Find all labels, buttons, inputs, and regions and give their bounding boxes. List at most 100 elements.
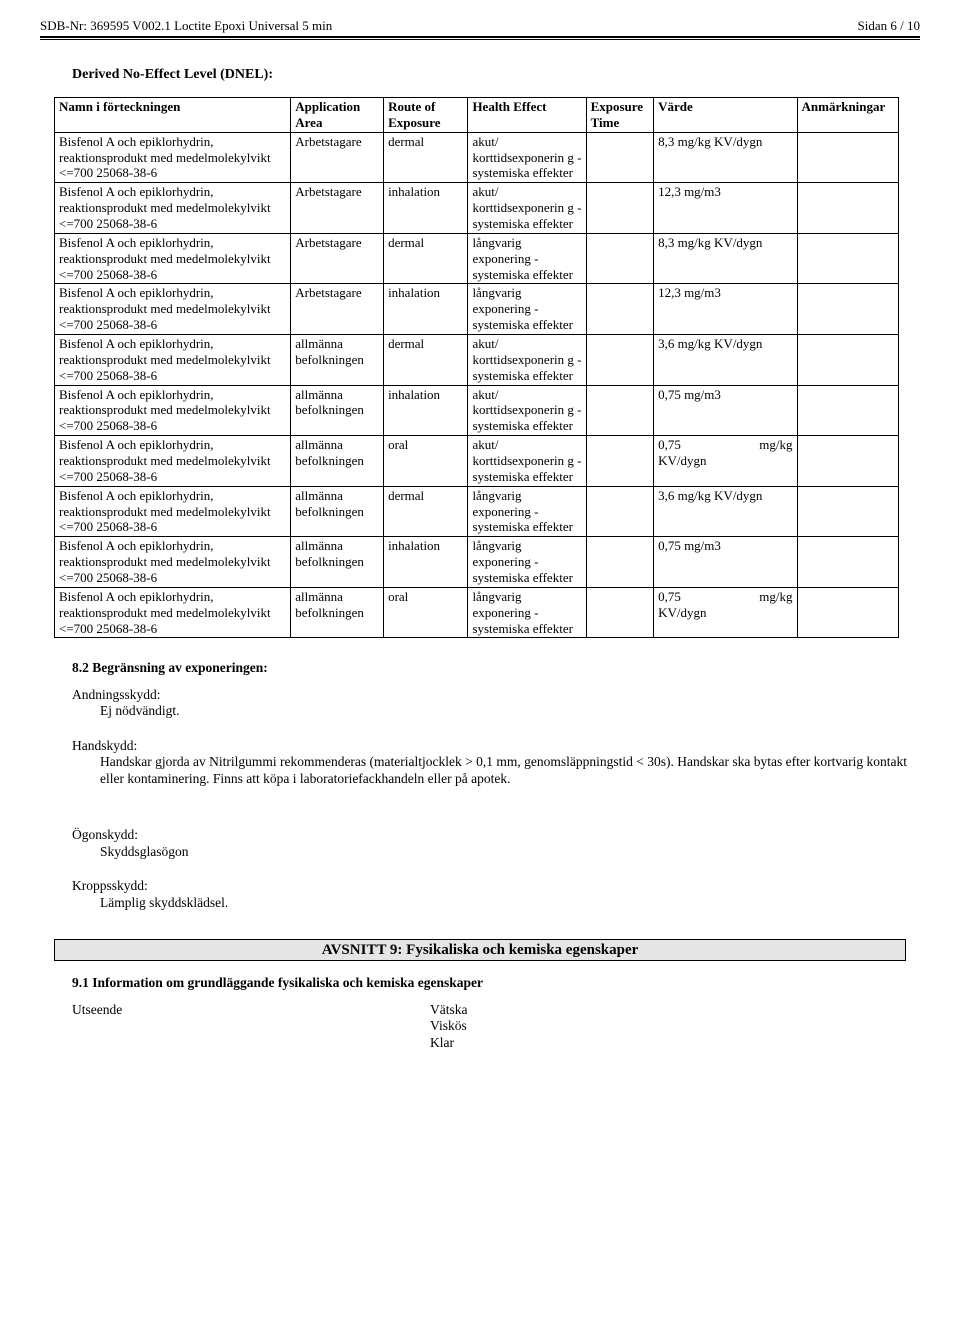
header-right: Sidan 6 / 10 [858,18,920,34]
appearance-val: Vätska [430,1002,920,1018]
table-cell: akut/ korttidsexponerin g - systemiska e… [468,183,586,234]
col-application: Application Area [291,97,384,132]
table-cell [586,537,654,588]
table-cell [586,587,654,638]
table-cell: 0,75mg/kgKV/dygn [654,436,797,487]
section9-bar: AVSNITT 9: Fysikaliska och kemiska egens… [54,939,906,961]
table-cell: Bisfenol A och epiklorhydrin, reaktionsp… [55,334,291,385]
col-effect: Health Effect [468,97,586,132]
table-cell [797,233,898,284]
table-cell [797,587,898,638]
table-cell: akut/ korttidsexponerin g - systemiska e… [468,132,586,183]
appearance-val: Viskös [430,1018,920,1034]
col-time: Exposure Time [586,97,654,132]
table-cell: 12,3 mg/m3 [654,183,797,234]
table-cell [797,436,898,487]
table-cell: långvarig exponering - systemiska effekt… [468,284,586,335]
table-cell: Bisfenol A och epiklorhydrin, reaktionsp… [55,233,291,284]
col-value: Värde [654,97,797,132]
col-route: Route of Exposure [384,97,468,132]
table-cell [797,183,898,234]
table-cell: Arbetstagare [291,233,384,284]
table-cell [586,183,654,234]
table-cell: inhalation [384,385,468,436]
table-cell: dermal [384,233,468,284]
appearance-label: Utseende [40,1002,430,1051]
table-cell [586,436,654,487]
table-cell: inhalation [384,537,468,588]
table-cell: allmänna befolkningen [291,385,384,436]
table-row: Bisfenol A och epiklorhydrin, reaktionsp… [55,486,899,537]
table-cell: Arbetstagare [291,284,384,335]
header-divider [40,36,920,40]
table-cell: Bisfenol A och epiklorhydrin, reaktionsp… [55,183,291,234]
table-cell: Bisfenol A och epiklorhydrin, reaktionsp… [55,284,291,335]
table-cell: 8,3 mg/kg KV/dygn [654,233,797,284]
col-namn: Namn i förteckningen [55,97,291,132]
eye-label: Ögonskydd: [72,827,920,843]
body-body: Lämplig skyddsklädsel. [100,895,920,911]
table-cell [586,334,654,385]
table-cell: 3,6 mg/kg KV/dygn [654,486,797,537]
table-row: Bisfenol A och epiklorhydrin, reaktionsp… [55,436,899,487]
table-cell: långvarig exponering - systemiska effekt… [468,537,586,588]
table-row: Bisfenol A och epiklorhydrin, reaktionsp… [55,385,899,436]
table-cell: 12,3 mg/m3 [654,284,797,335]
table-cell [586,486,654,537]
table-cell: akut/ korttidsexponerin g - systemiska e… [468,436,586,487]
table-cell [797,385,898,436]
eye-body: Skyddsglasögon [100,844,920,860]
table-cell: 0,75 mg/m3 [654,537,797,588]
table-cell: allmänna befolkningen [291,486,384,537]
table-row: Bisfenol A och epiklorhydrin, reaktionsp… [55,183,899,234]
table-cell: akut/ korttidsexponerin g - systemiska e… [468,385,586,436]
table-cell: långvarig exponering - systemiska effekt… [468,233,586,284]
appearance-row: Utseende Vätska Viskös Klar [40,1002,920,1051]
table-cell: Bisfenol A och epiklorhydrin, reaktionsp… [55,537,291,588]
s91-heading: 9.1 Information om grundläggande fysikal… [72,975,920,991]
table-cell: inhalation [384,284,468,335]
table-row: Bisfenol A och epiklorhydrin, reaktionsp… [55,587,899,638]
appearance-val: Klar [430,1035,920,1051]
table-cell [797,486,898,537]
table-cell: 0,75mg/kgKV/dygn [654,587,797,638]
table-cell: Bisfenol A och epiklorhydrin, reaktionsp… [55,486,291,537]
table-cell [586,132,654,183]
table-cell: dermal [384,334,468,385]
table-cell: Bisfenol A och epiklorhydrin, reaktionsp… [55,385,291,436]
table-row: Bisfenol A och epiklorhydrin, reaktionsp… [55,334,899,385]
table-row: Bisfenol A och epiklorhydrin, reaktionsp… [55,233,899,284]
table-cell: långvarig exponering - systemiska effekt… [468,486,586,537]
page-header: SDB-Nr: 369595 V002.1 Loctite Epoxi Univ… [40,18,920,34]
header-left: SDB-Nr: 369595 V002.1 Loctite Epoxi Univ… [40,18,332,34]
table-cell [797,284,898,335]
table-cell [797,334,898,385]
col-remarks: Anmärkningar [797,97,898,132]
dnel-table: Namn i förteckningen Application Area Ro… [54,97,899,639]
table-cell: Arbetstagare [291,183,384,234]
table-cell: Bisfenol A och epiklorhydrin, reaktionsp… [55,587,291,638]
s82-heading: 8.2 Begränsning av exponeringen: [72,660,920,676]
table-cell: allmänna befolkningen [291,587,384,638]
table-cell: allmänna befolkningen [291,436,384,487]
table-cell: oral [384,587,468,638]
table-cell: 0,75 mg/m3 [654,385,797,436]
table-cell: allmänna befolkningen [291,537,384,588]
appearance-values: Vätska Viskös Klar [430,1002,920,1051]
table-cell [797,537,898,588]
table-cell: dermal [384,486,468,537]
dnel-title: Derived No-Effect Level (DNEL): [72,66,920,83]
respiratory-body: Ej nödvändigt. [100,703,920,719]
hand-body: Handskar gjorda av Nitrilgummi rekommend… [100,754,920,787]
table-cell: Bisfenol A och epiklorhydrin, reaktionsp… [55,132,291,183]
table-cell [797,132,898,183]
table-header-row: Namn i förteckningen Application Area Ro… [55,97,899,132]
spacer [40,805,920,827]
table-cell: Arbetstagare [291,132,384,183]
table-cell: oral [384,436,468,487]
body-label: Kroppsskydd: [72,878,920,894]
table-cell: akut/ korttidsexponerin g - systemiska e… [468,334,586,385]
table-cell: långvarig exponering - systemiska effekt… [468,587,586,638]
table-cell: inhalation [384,183,468,234]
table-row: Bisfenol A och epiklorhydrin, reaktionsp… [55,537,899,588]
